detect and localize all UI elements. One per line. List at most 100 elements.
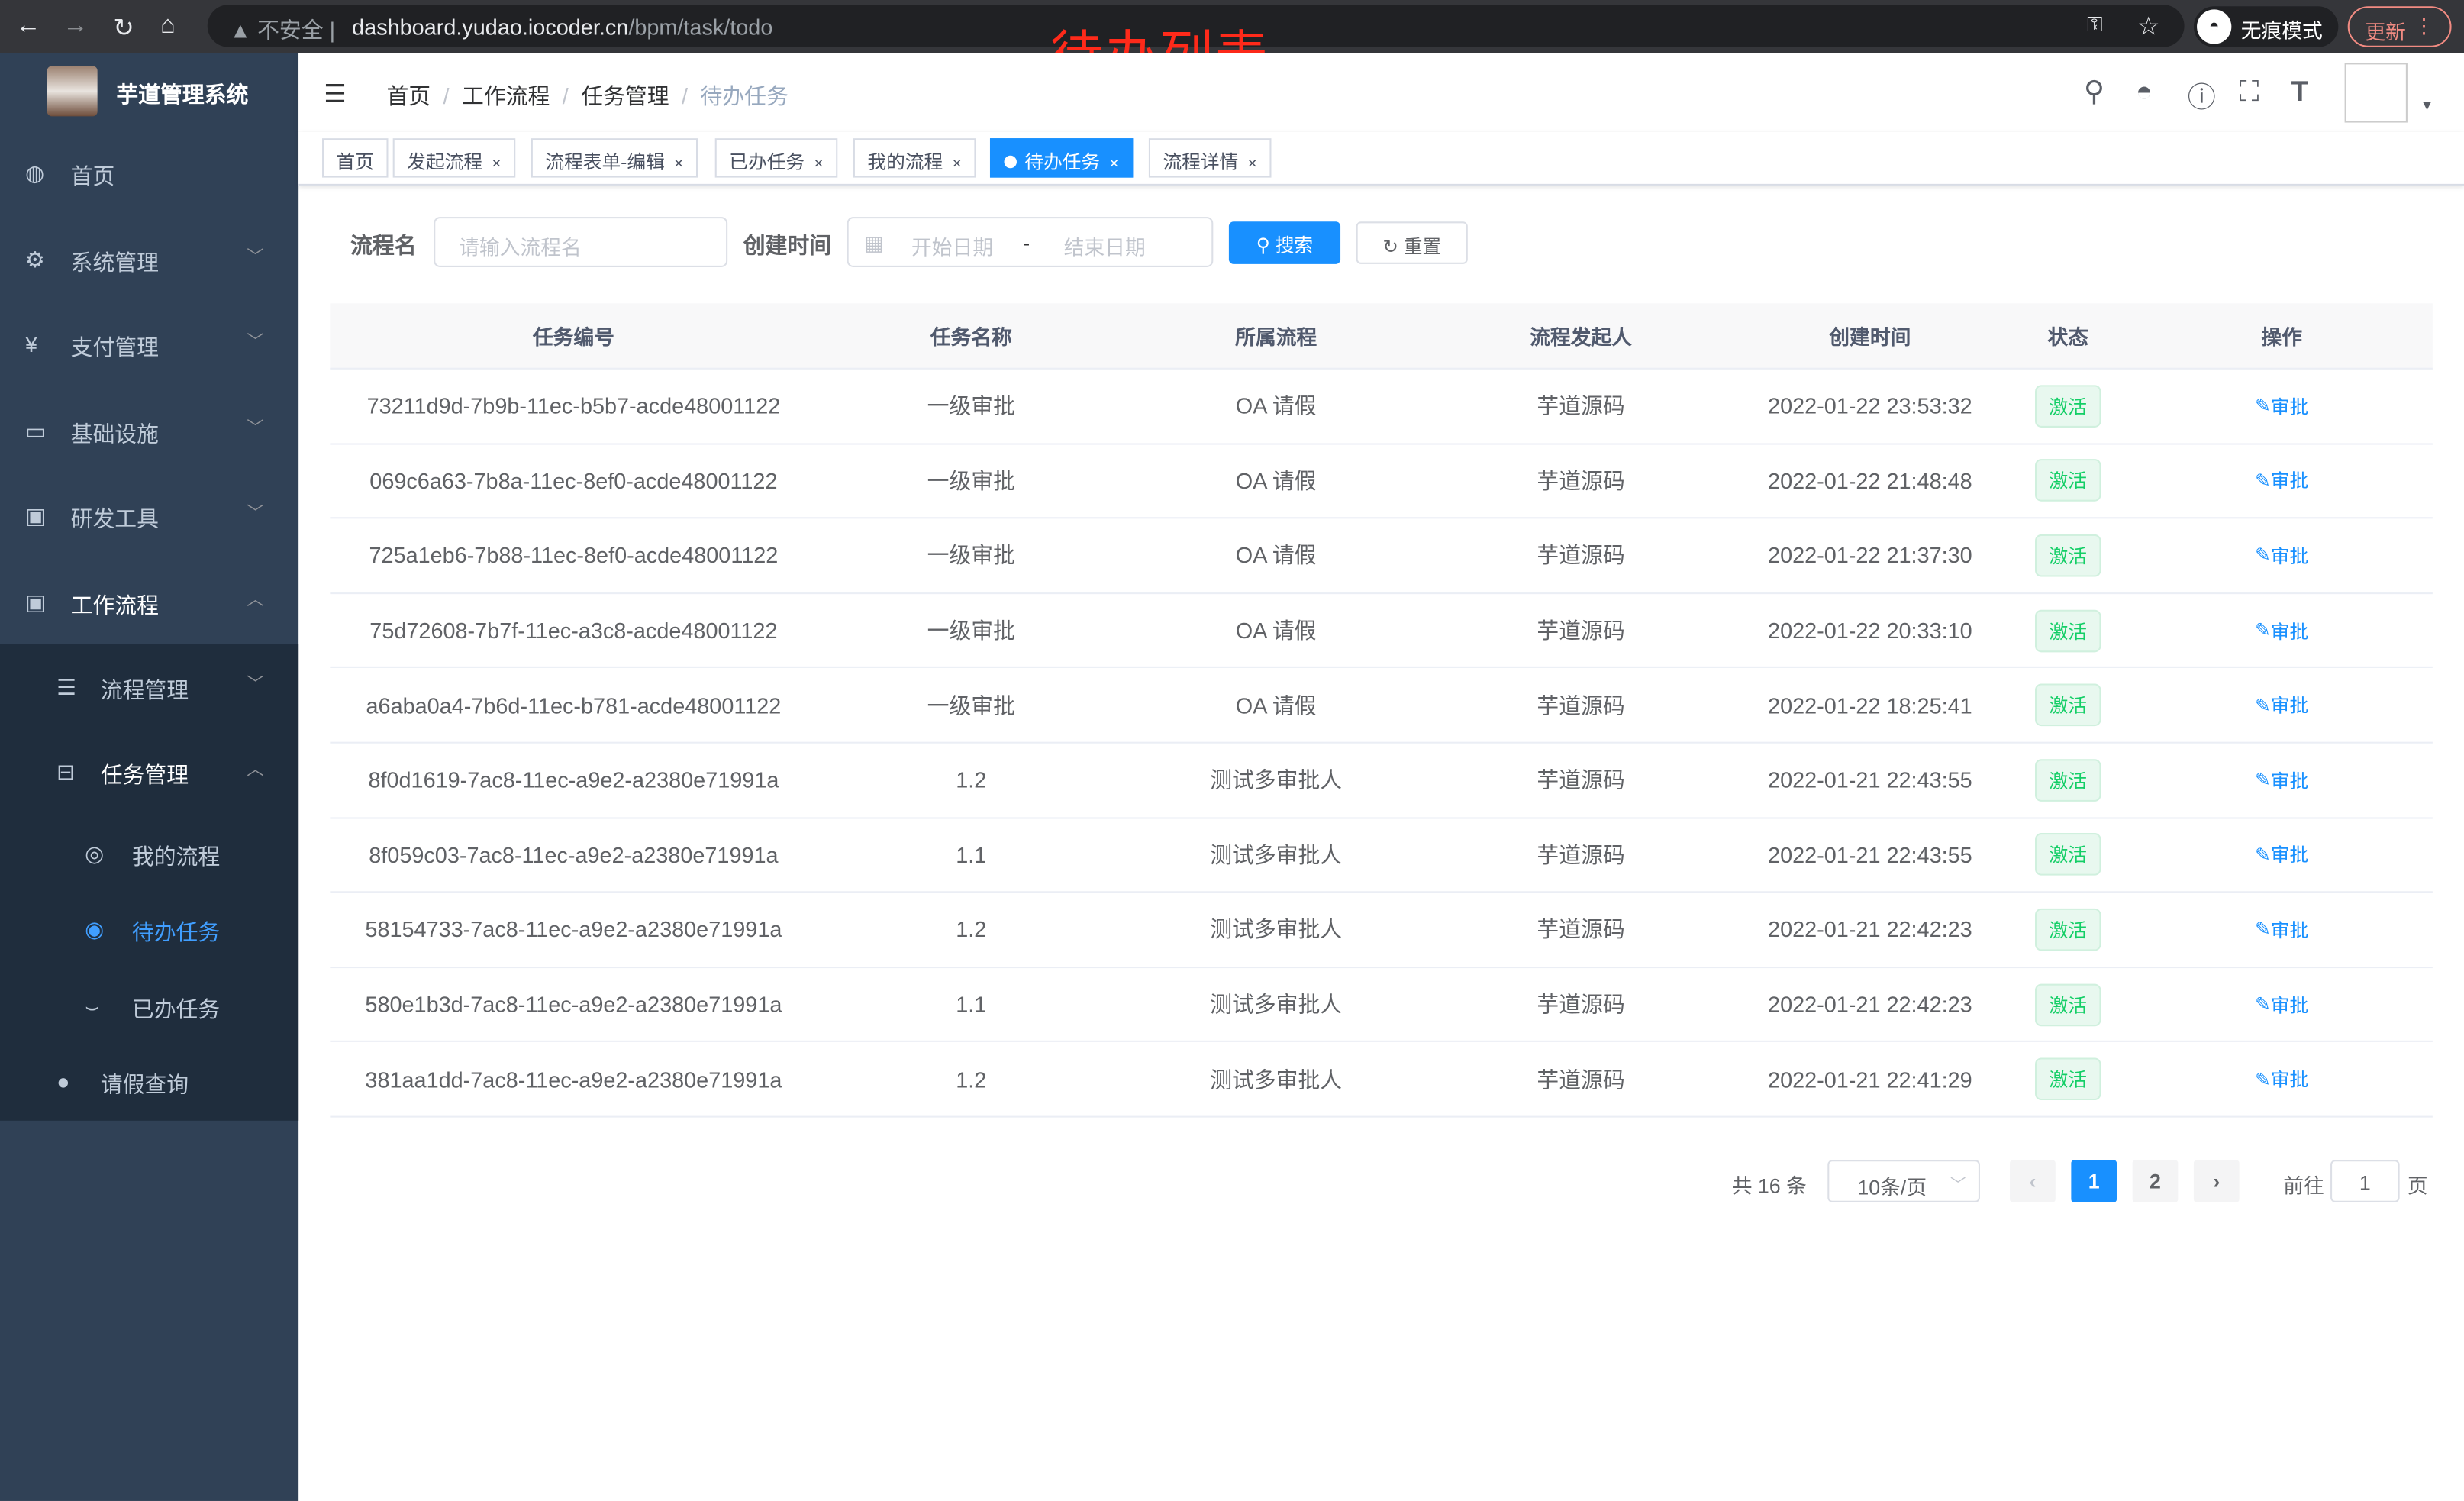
cell-actions[interactable]: ✎ 审批 <box>2188 1043 2376 1116</box>
sidebar-item-task-manage[interactable]: ⊟ 任务管理 ︿ <box>0 734 298 812</box>
submenu-background <box>0 644 299 1121</box>
avatar[interactable] <box>2344 63 2408 123</box>
cell-actions[interactable]: ✎ 审批 <box>2188 519 2376 592</box>
cell-actions[interactable]: ✎ 审批 <box>2188 370 2376 443</box>
tag-form-edit[interactable]: 流程表单-编辑 × <box>531 138 698 178</box>
reload-icon[interactable]: ↻ <box>113 15 134 43</box>
approve-button[interactable]: 审批 <box>2270 470 2309 493</box>
tag-home[interactable]: 首页 <box>322 138 389 178</box>
close-icon[interactable]: × <box>814 155 824 173</box>
approve-button[interactable]: 审批 <box>2270 1069 2309 1091</box>
goto-page-input[interactable]: 1 <box>2330 1160 2400 1202</box>
tag-todo-tasks[interactable]: 待办任务 × <box>989 138 1134 178</box>
close-icon[interactable]: × <box>492 155 502 173</box>
help-icon[interactable]: ⓘ <box>2187 82 2216 114</box>
breadcrumb-current: 待办任务 <box>700 83 789 109</box>
cell-text: 芋道源码 <box>1537 692 1625 718</box>
page-1-button[interactable]: 1 <box>2071 1160 2117 1202</box>
address-bar[interactable]: ▲ 不安全 | dashboard.yudao.iocoder.cn/bpm/t… <box>207 5 2185 47</box>
date-range-picker[interactable]: ▦ 开始日期 - 结束日期 <box>847 217 1214 267</box>
cell-actions[interactable]: ✎ 审批 <box>2188 744 2376 817</box>
prev-page-button[interactable]: ‹ <box>2010 1160 2056 1202</box>
logo <box>47 66 98 117</box>
chevron-down-icon: ﹀ <box>247 504 264 524</box>
status-badge: 激活 <box>2034 608 2101 652</box>
key-icon[interactable]: ⚿ <box>2086 12 2103 37</box>
breadcrumb-item[interactable]: 首页 <box>386 83 431 109</box>
sidebar-item-my-process[interactable]: ◎ 我的流程 <box>0 815 298 894</box>
sidebar-item-pay[interactable]: ¥ 支付管理 ﹀ <box>0 306 298 385</box>
cell-actions[interactable]: ✎ 审批 <box>2188 968 2376 1041</box>
approve-button[interactable]: 审批 <box>2270 844 2309 867</box>
tag-done-tasks[interactable]: 已办任务 × <box>714 138 837 178</box>
hamburger-icon[interactable]: ☰ <box>324 82 347 109</box>
breadcrumb: 首页 / 工作流程 / 任务管理 / 待办任务 <box>386 83 789 109</box>
github-icon[interactable]: ◓ <box>2135 75 2153 107</box>
search-button[interactable]: ⚲ 搜索 <box>1228 221 1341 264</box>
cell-process-name: OA 请假 <box>1134 519 1417 592</box>
back-icon[interactable]: ← <box>15 12 41 40</box>
fullscreen-icon[interactable]: ⛶ <box>2239 75 2259 107</box>
search-icon[interactable]: ⚲ <box>2083 75 2104 107</box>
incognito-badge[interactable]: ◓ 无痕模式 <box>2193 6 2339 47</box>
close-icon[interactable]: × <box>952 155 962 173</box>
refresh-icon: ↻ <box>1382 235 1404 258</box>
cell-task-id: 725a1eb6-7b88-11ec-8ef0-acde48001122 <box>338 519 810 592</box>
cell-actions[interactable]: ✎ 审批 <box>2188 594 2376 667</box>
page-size-select[interactable]: 10条/页 ﹀ <box>1827 1160 1980 1202</box>
cell-actions[interactable]: ✎ 审批 <box>2188 669 2376 742</box>
page-2-button[interactable]: 2 <box>2132 1160 2179 1202</box>
sidebar-item-home[interactable]: ◍ 首页 <box>0 135 298 214</box>
column-header-actions: 操作 <box>2261 325 2302 350</box>
sidebar-item-process-manage[interactable]: ☰ 流程管理 ﹀ <box>0 649 298 728</box>
breadcrumb-item[interactable]: 任务管理 <box>581 83 669 109</box>
process-name-input[interactable]: 请输入流程名 <box>434 217 728 267</box>
cell-task-name: 1.2 <box>861 744 1081 817</box>
sidebar-item-done[interactable]: ⌣ 已办任务 <box>0 968 298 1047</box>
search-button-label: 搜索 <box>1275 234 1314 257</box>
cell-actions[interactable]: ✎ 审批 <box>2188 444 2376 518</box>
menu-label: 工作流程 <box>70 592 159 618</box>
forward-icon[interactable]: → <box>63 12 89 40</box>
caret-down-icon[interactable]: ▼ <box>2420 97 2434 114</box>
chevron-up-icon: ︿ <box>247 591 264 610</box>
sidebar-item-infra[interactable]: ▭ 基础设施 ﹀ <box>0 393 298 472</box>
reset-button[interactable]: ↻ 重置 <box>1356 221 1468 264</box>
insecure-indicator[interactable]: ▲ 不安全 | <box>229 17 336 43</box>
approve-button[interactable]: 审批 <box>2270 395 2309 418</box>
home-icon[interactable]: ⌂ <box>160 12 176 40</box>
approve-button[interactable]: 审批 <box>2270 620 2309 643</box>
update-button[interactable]: 更新 ⋮ <box>2347 6 2452 47</box>
approve-button[interactable]: 审批 <box>2270 545 2309 568</box>
sidebar-item-devtools[interactable]: ▣ 研发工具 ﹀ <box>0 478 298 557</box>
cell-text: OA 请假 <box>1235 543 1317 569</box>
edit-icon: ✎ <box>2255 918 2271 941</box>
tag-process-detail[interactable]: 流程详情 × <box>1148 138 1272 178</box>
sidebar-item-todo[interactable]: ◉ 待办任务 <box>0 891 298 970</box>
approve-button[interactable]: 审批 <box>2270 994 2309 1016</box>
close-icon[interactable]: × <box>1247 155 1257 173</box>
sidebar-item-system[interactable]: ⚙ 系统管理 ﹀ <box>0 221 298 300</box>
approve-button[interactable]: 审批 <box>2270 919 2309 942</box>
font-size-icon[interactable]: T <box>2291 75 2309 107</box>
approve-button[interactable]: 审批 <box>2270 695 2309 718</box>
status-badge: 激活 <box>2034 983 2101 1026</box>
cell-actions[interactable]: ✎ 审批 <box>2188 893 2376 967</box>
cell-text: 2022-01-21 22:43:55 <box>1768 842 1972 868</box>
tag-start-process[interactable]: 发起流程 × <box>392 138 515 178</box>
tag-my-process[interactable]: 我的流程 × <box>853 138 976 178</box>
cell-text: 8f059c03-7ac8-11ec-a9e2-a2380e71991a <box>369 842 779 868</box>
cell-actions[interactable]: ✎ 审批 <box>2188 818 2376 892</box>
next-page-button[interactable]: › <box>2193 1160 2240 1202</box>
close-icon[interactable]: × <box>1109 155 1119 173</box>
approve-button[interactable]: 审批 <box>2270 770 2309 792</box>
sidebar-item-workflow[interactable]: ▣ 工作流程 ︿ <box>0 564 298 643</box>
cell-initiator: 芋道源码 <box>1471 744 1691 817</box>
star-icon[interactable]: ☆ <box>2137 14 2160 41</box>
breadcrumb-item[interactable]: 工作流程 <box>462 83 550 109</box>
url-host: dashboard.yudao.iocoder.cn <box>352 14 629 40</box>
cell-task-name: 1.2 <box>861 893 1081 967</box>
close-icon[interactable]: × <box>674 155 684 173</box>
sidebar-item-leave[interactable]: ● 请假查询 <box>0 1044 298 1122</box>
process-name-label: 流程名 <box>350 232 417 258</box>
